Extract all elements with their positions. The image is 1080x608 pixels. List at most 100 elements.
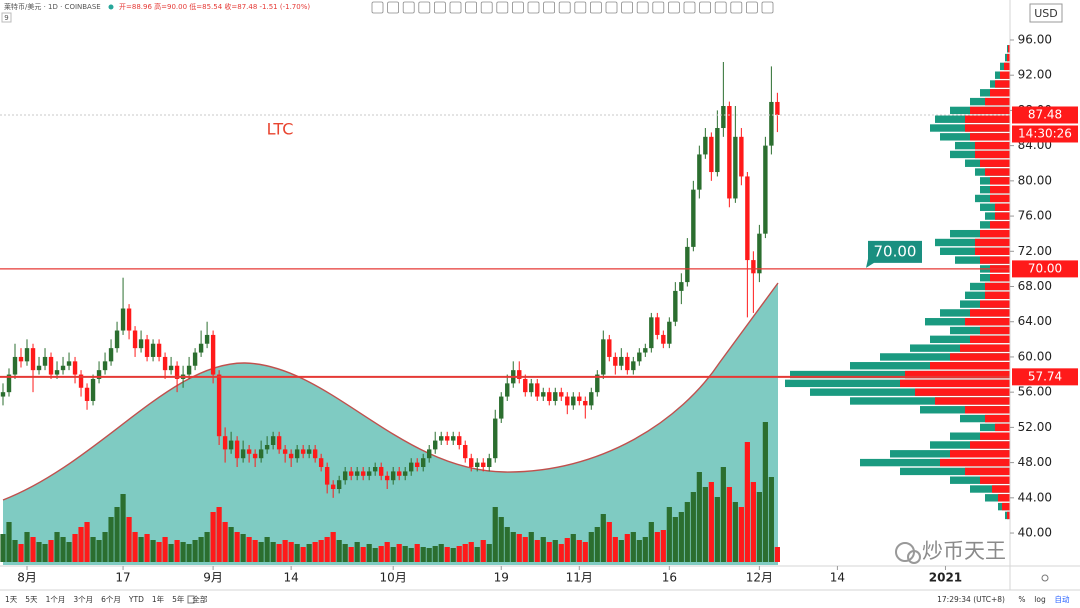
tool-icon[interactable]	[449, 1, 462, 14]
indicator-count[interactable]: 9	[4, 14, 8, 22]
tool-icon[interactable]	[496, 1, 509, 14]
volume-bar	[606, 522, 612, 562]
volume-bar	[672, 517, 678, 562]
tool-icon[interactable]	[699, 1, 711, 14]
clock: 17:29:34 (UTC+8)	[937, 595, 1005, 604]
candle-body	[739, 136, 744, 177]
tool-icon[interactable]	[433, 1, 446, 14]
volume-bar	[426, 548, 432, 562]
volume-bar	[90, 537, 96, 562]
volume-bar	[444, 547, 450, 562]
volume-bar	[228, 527, 234, 562]
indicator-toggle[interactable]	[1, 12, 12, 23]
volume-bar	[546, 542, 552, 562]
percent-toggle[interactable]: %	[1018, 595, 1025, 604]
tool-icon[interactable]	[605, 1, 618, 14]
profile-sell-bar	[915, 388, 1010, 396]
candle-body	[396, 471, 402, 476]
candle-body	[565, 396, 570, 406]
range-button[interactable]: 1年	[152, 594, 165, 604]
x-tick-label: 9月	[203, 571, 223, 585]
volume-bar	[156, 542, 162, 562]
volume-bar	[636, 540, 642, 562]
candle-body	[294, 449, 300, 459]
symbol-label[interactable]: 莱特币/美元 · 1D · COINBASE	[4, 2, 101, 11]
tool-icon[interactable]	[683, 1, 696, 14]
tool-icon[interactable]	[512, 1, 524, 14]
candle-body	[637, 352, 642, 362]
tool-icon[interactable]	[418, 1, 431, 14]
tool-icon[interactable]	[387, 1, 400, 14]
currency[interactable]: USD	[1034, 7, 1058, 20]
range-button[interactable]: 3个月	[73, 595, 93, 604]
candle-body	[330, 484, 336, 490]
tool-icon[interactable]	[668, 1, 680, 14]
candle-body	[210, 334, 216, 375]
profile-sell-bar	[995, 203, 1010, 211]
volume-bar	[564, 538, 570, 562]
candle-body	[649, 317, 654, 349]
candle-body	[439, 436, 444, 441]
tool-icon[interactable]	[465, 1, 478, 14]
volume-bar	[438, 544, 444, 562]
tool-icon[interactable]	[652, 1, 665, 14]
candle-body	[631, 361, 636, 371]
candle-body	[685, 246, 690, 283]
callout-label: 70.00	[874, 242, 917, 260]
range-button[interactable]: YTD	[128, 595, 144, 604]
auto-toggle[interactable]: 自动	[1055, 594, 1071, 604]
y-tick-label: 80.00	[1018, 173, 1052, 187]
profile-sell-bar	[995, 212, 1010, 220]
range-button[interactable]: 6个月	[101, 595, 121, 604]
candle-body	[252, 453, 258, 459]
volume-bar	[342, 544, 348, 562]
volume-bar	[510, 532, 516, 562]
tool-icon[interactable]	[730, 1, 743, 14]
volume-bar	[24, 532, 30, 562]
volume-bar	[36, 542, 42, 562]
candle-body	[270, 436, 276, 445]
range-button[interactable]: 5天	[25, 595, 38, 604]
log-toggle[interactable]: log	[1034, 595, 1046, 604]
profile-sell-bar	[970, 133, 1010, 141]
candle-body	[451, 436, 456, 441]
tool-icon[interactable]	[558, 1, 571, 14]
range-button[interactable]: 全部	[192, 594, 207, 604]
tool-icon[interactable]	[527, 1, 540, 14]
tool-icon[interactable]	[636, 1, 649, 14]
candle-body	[366, 471, 372, 476]
volume-bar	[108, 517, 114, 562]
y-tick-label: 64.00	[1018, 314, 1052, 328]
range-button[interactable]: 1个月	[46, 595, 66, 604]
tool-icon[interactable]	[621, 1, 633, 14]
volume-bar	[318, 540, 324, 562]
profile-sell-bar	[905, 370, 1010, 379]
tool-icon[interactable]	[746, 1, 758, 14]
status-dot	[108, 4, 114, 10]
tool-icon[interactable]	[543, 1, 555, 14]
volume-bar	[708, 482, 714, 562]
candle-body	[433, 440, 438, 450]
range-button[interactable]: 5年	[172, 594, 185, 604]
volume-bar	[258, 542, 264, 562]
settings-icon[interactable]	[1041, 574, 1049, 582]
volume-bar	[30, 537, 36, 562]
volume-bar	[414, 544, 420, 562]
y-tick-label: 68.00	[1018, 279, 1052, 293]
tool-icon[interactable]	[590, 1, 602, 14]
tool-icon[interactable]	[480, 1, 493, 14]
volume-bar	[558, 544, 564, 562]
currency-box[interactable]	[1029, 3, 1063, 23]
tool-icon[interactable]	[402, 1, 415, 14]
volume-bar	[384, 542, 390, 562]
candle-body	[354, 471, 360, 476]
range-button[interactable]: 1天	[5, 595, 18, 604]
compare-icon[interactable]	[187, 595, 195, 604]
profile-sell-bar	[992, 485, 1010, 493]
countdown-label: 14:30:26	[1018, 126, 1072, 140]
tool-icon[interactable]	[761, 1, 774, 14]
tool-icon[interactable]	[574, 1, 587, 14]
tool-icon[interactable]	[714, 1, 727, 14]
tool-icon[interactable]	[371, 1, 384, 14]
